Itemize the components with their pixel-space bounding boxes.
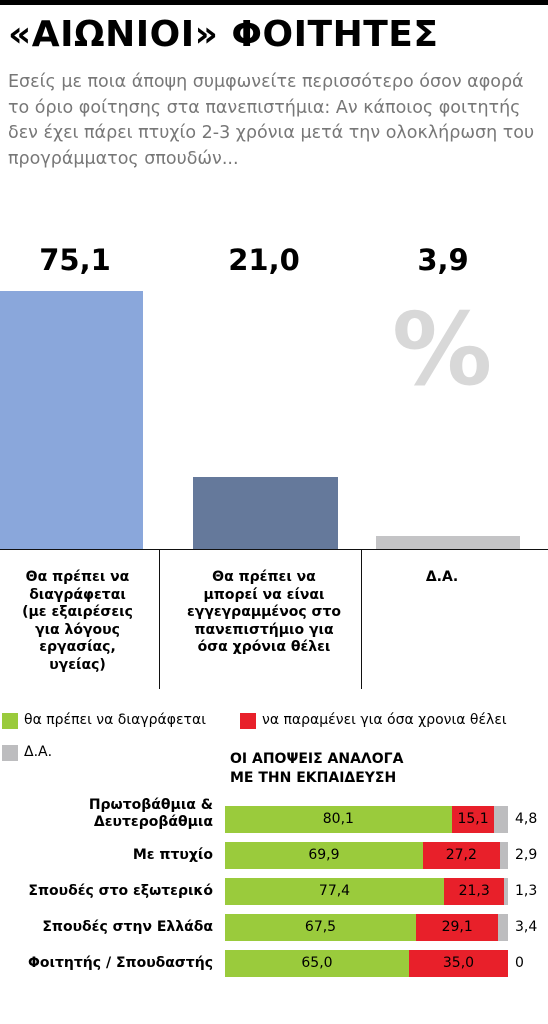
row-label-line: Σπουδές στο εξωτερικό bbox=[28, 883, 213, 899]
education-chart-title-line: ΟΙ ΑΠΟΨΕΙΣ ΑΝΑΛΟΓΑ bbox=[230, 751, 404, 767]
row-label-line: Σπουδές στην Ελλάδα bbox=[42, 919, 213, 935]
stacked-segment bbox=[225, 950, 409, 977]
category-label-line: διαγράφεται bbox=[29, 586, 126, 603]
page-title: «ΑΙΩΝΙΟΙ» ΦΟΙΤΗΤΕΣ bbox=[8, 14, 439, 55]
category-label-line: (με εξαιρέσεις bbox=[22, 604, 133, 620]
category-label-line: Θα πρέπει να bbox=[25, 569, 130, 585]
stacked-segment bbox=[408, 950, 508, 977]
category-label-line: υγείας) bbox=[49, 656, 106, 673]
value-bar bbox=[193, 476, 338, 549]
row-label: Με πτυχίο bbox=[133, 847, 213, 864]
stacked-segment bbox=[504, 878, 508, 905]
row-label-line: Πρωτοβάθμια & bbox=[88, 796, 213, 813]
category-divider bbox=[361, 549, 362, 689]
legend-label-red: να παραμένει για όσα χρονια θέλει bbox=[262, 712, 507, 728]
value-bar bbox=[376, 535, 520, 549]
category-divider bbox=[159, 549, 160, 689]
category-label-line: Δ.Α. bbox=[425, 569, 459, 585]
segment-label: 65,0 bbox=[301, 955, 333, 971]
stacked-segment bbox=[498, 914, 508, 941]
education-chart-title-line: ΜΕ ΤΗΝ ΕΚΠΑΙΔΕΥΣΗ bbox=[230, 770, 397, 786]
stacked-segment bbox=[225, 842, 423, 869]
stacked-segment bbox=[499, 842, 508, 869]
segment-label: 27,2 bbox=[445, 847, 477, 863]
no-answer-label: 2,9 bbox=[515, 847, 538, 863]
education-chart-title: ΟΙ ΑΠΟΨΕΙΣ ΑΝΑΛΟΓΑ ΜΕ ΤΗΝ ΕΚΠΑΙΔΕΥΣΗ bbox=[230, 750, 403, 788]
category-label-line: μπορεί να είναι bbox=[203, 586, 325, 603]
legend-label-green: θα πρέπει να διαγράφεται bbox=[24, 712, 206, 728]
stacked-segment bbox=[225, 878, 445, 905]
row-label-line: Δευτεροβάθμια bbox=[93, 813, 213, 830]
stacked-segment bbox=[494, 806, 508, 833]
legend-swatch-gray bbox=[2, 745, 18, 761]
row-label: Σπουδές στο εξωτερικό bbox=[28, 883, 213, 900]
no-answer-label: 0 bbox=[515, 955, 524, 971]
percent-mark: % bbox=[392, 291, 493, 408]
stacked-segment bbox=[225, 914, 417, 941]
top-rule bbox=[0, 0, 548, 5]
legend-swatch-green bbox=[2, 713, 18, 729]
segment-label: 29,1 bbox=[441, 919, 473, 935]
stacked-segment bbox=[225, 806, 452, 833]
value-bar bbox=[0, 291, 143, 549]
category-label-line: για λόγους bbox=[35, 621, 120, 638]
segment-label: 69,9 bbox=[308, 847, 340, 863]
row-label-line: Φοιτητής / Σπουδαστής bbox=[28, 955, 213, 971]
value-label: 21,0 bbox=[228, 243, 300, 277]
category-label-line: Θα πρέπει να bbox=[212, 569, 316, 585]
no-answer-label: 3,4 bbox=[515, 919, 538, 935]
chart-baseline bbox=[0, 549, 548, 550]
segment-label: 77,4 bbox=[318, 883, 351, 899]
category-label: Δ.Α. bbox=[362, 569, 522, 587]
question-text: Εσείς με ποια άποψη συμφωνείτε περισσότε… bbox=[8, 72, 535, 169]
category-label: Θα πρέπει να μπορεί να είναι εγγεγραμμένος… bbox=[164, 569, 364, 657]
row-label: Πρωτοβάθμια & Δευτεροβάθμια bbox=[89, 797, 213, 831]
value-label: 75,1 bbox=[39, 243, 111, 277]
value-label: 3,9 bbox=[417, 243, 469, 277]
no-answer-label: 4,8 bbox=[515, 811, 538, 827]
no-answer-label: 1,3 bbox=[515, 883, 538, 899]
stacked-segment bbox=[422, 842, 500, 869]
row-label-line: Με πτυχίο bbox=[132, 847, 213, 863]
category-label-line: εγγεγραμμένος στο bbox=[186, 604, 341, 620]
segment-label: 67,5 bbox=[304, 919, 337, 935]
category-label-line: πανεπιστήμιο για bbox=[194, 621, 334, 638]
stacked-segment bbox=[416, 914, 499, 941]
segment-label: 15,1 bbox=[457, 811, 489, 827]
category-label-line: εργασίας, bbox=[39, 639, 116, 655]
category-label-line: όσα χρόνια θέλει bbox=[197, 639, 331, 655]
legend-label-gray: Δ.Α. bbox=[24, 744, 53, 760]
segment-label: 80,1 bbox=[322, 811, 354, 827]
stacked-segment bbox=[451, 806, 495, 833]
row-label: Σπουδές στην Ελλάδα bbox=[42, 919, 213, 936]
row-label: Φοιτητής / Σπουδαστής bbox=[28, 955, 213, 972]
segment-label: 35,0 bbox=[442, 955, 475, 971]
stacked-segment bbox=[444, 878, 505, 905]
category-label: Θα πρέπει να διαγράφεται (με εξαιρέσεις για… bbox=[0, 569, 155, 674]
legend-swatch-red bbox=[240, 713, 256, 729]
segment-label: 21,3 bbox=[458, 883, 490, 899]
